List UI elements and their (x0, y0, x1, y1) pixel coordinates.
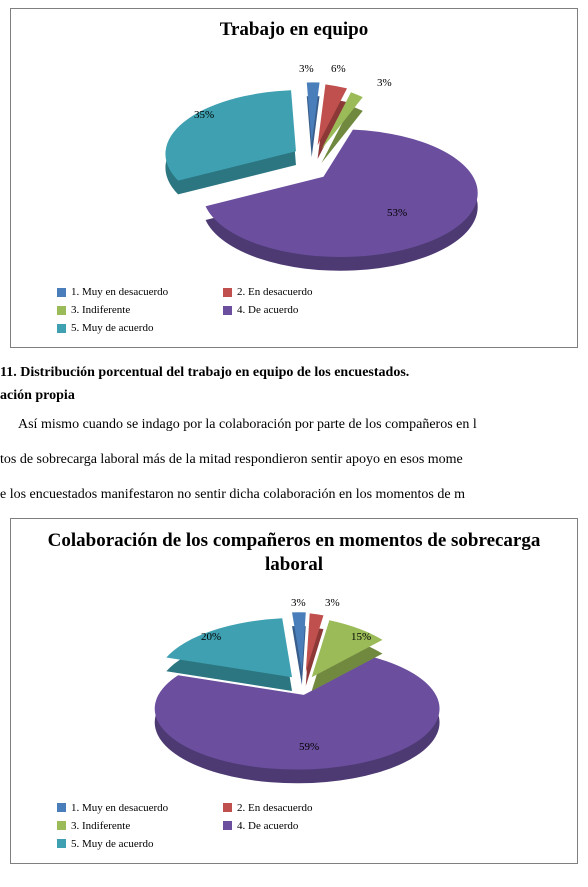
legend-label: 2. En desacuerdo (237, 802, 312, 814)
chart1-title: Trabajo en equipo (19, 19, 569, 41)
legend-label: 1. Muy en desacuerdo (71, 802, 168, 814)
chart1-svg (19, 47, 569, 277)
legend-item: 3. Indiferente (57, 304, 207, 316)
legend-item: 4. De acuerdo (223, 304, 373, 316)
legend-label: 3. Indiferente (71, 304, 130, 316)
chart2-label-3: 59% (299, 741, 319, 753)
legend-label: 4. De acuerdo (237, 820, 298, 832)
chart1-label-0: 3% (299, 63, 314, 75)
legend-swatch (57, 821, 66, 830)
chart2-area: 3% 3% 15% 59% 20% (19, 583, 569, 793)
paragraph: e los encuestados manifestaron no sentir… (0, 480, 588, 511)
chart2-label-4: 20% (201, 631, 221, 643)
chart2-label-0: 3% (291, 597, 306, 609)
chart-card-collaboration: Colaboración de los compañeros en moment… (10, 518, 578, 864)
chart1-label-3: 53% (387, 207, 407, 219)
legend-item: 2. En desacuerdo (223, 802, 373, 814)
legend-label: 5. Muy de acuerdo (71, 838, 153, 850)
legend-item: 1. Muy en desacuerdo (57, 802, 207, 814)
legend-label: 4. De acuerdo (237, 304, 298, 316)
chart1-legend: 1. Muy en desacuerdo 2. En desacuerdo 3.… (19, 277, 569, 339)
paragraph: tos de sobrecarga laboral más de la mita… (0, 445, 588, 476)
chart2-svg (19, 583, 569, 793)
chart2-label-2: 15% (351, 631, 371, 643)
legend-swatch (57, 306, 66, 315)
legend-label: 1. Muy en desacuerdo (71, 286, 168, 298)
legend-item: 2. En desacuerdo (223, 286, 373, 298)
paragraph: Así mismo cuando se indago por la colabo… (0, 410, 588, 441)
legend-item: 1. Muy en desacuerdo (57, 286, 207, 298)
figure-caption-source: ación propia (0, 385, 588, 406)
legend-swatch (57, 324, 66, 333)
chart2-title: Colaboración de los compañeros en moment… (19, 529, 569, 577)
legend-swatch (223, 821, 232, 830)
legend-item: 3. Indiferente (57, 820, 207, 832)
legend-swatch (223, 306, 232, 315)
legend-swatch (57, 803, 66, 812)
legend-item: 4. De acuerdo (223, 820, 373, 832)
chart2-legend: 1. Muy en desacuerdo 2. En desacuerdo 3.… (19, 793, 569, 855)
chart2-label-1: 3% (325, 597, 340, 609)
legend-swatch (223, 288, 232, 297)
legend-label: 2. En desacuerdo (237, 286, 312, 298)
legend-swatch (223, 803, 232, 812)
chart1-label-4: 35% (194, 109, 214, 121)
legend-label: 5. Muy de acuerdo (71, 322, 153, 334)
chart1-area: 3% 6% 3% 53% 35% (19, 47, 569, 277)
legend-label: 3. Indiferente (71, 820, 130, 832)
chart1-label-2: 3% (377, 77, 392, 89)
chart1-label-1: 6% (331, 63, 346, 75)
legend-swatch (57, 288, 66, 297)
figure-caption: 11. Distribución porcentual del trabajo … (0, 362, 588, 383)
legend-item: 5. Muy de acuerdo (57, 322, 207, 334)
caption-text: 11. Distribución porcentual del trabajo … (0, 365, 409, 380)
chart-card-teamwork: Trabajo en equipo (10, 8, 578, 348)
legend-item: 5. Muy de acuerdo (57, 838, 207, 850)
legend-swatch (57, 839, 66, 848)
